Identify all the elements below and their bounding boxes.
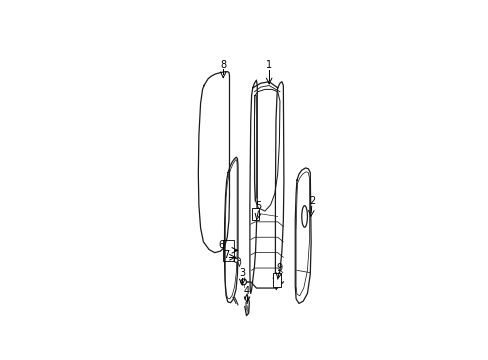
Bar (252, 208, 258, 220)
Text: 3: 3 (239, 267, 245, 278)
Polygon shape (244, 294, 249, 316)
Text: 6: 6 (218, 240, 224, 250)
Text: 9: 9 (275, 263, 282, 273)
Circle shape (234, 258, 238, 262)
Bar (272, 273, 280, 287)
Circle shape (241, 279, 246, 285)
Ellipse shape (301, 206, 307, 227)
Bar (223, 239, 234, 261)
Text: 2: 2 (308, 196, 315, 206)
Text: 5: 5 (255, 202, 261, 211)
Text: 1: 1 (265, 60, 272, 70)
Text: 4: 4 (244, 286, 250, 296)
Text: 8: 8 (220, 60, 226, 70)
Text: 7: 7 (223, 250, 229, 260)
